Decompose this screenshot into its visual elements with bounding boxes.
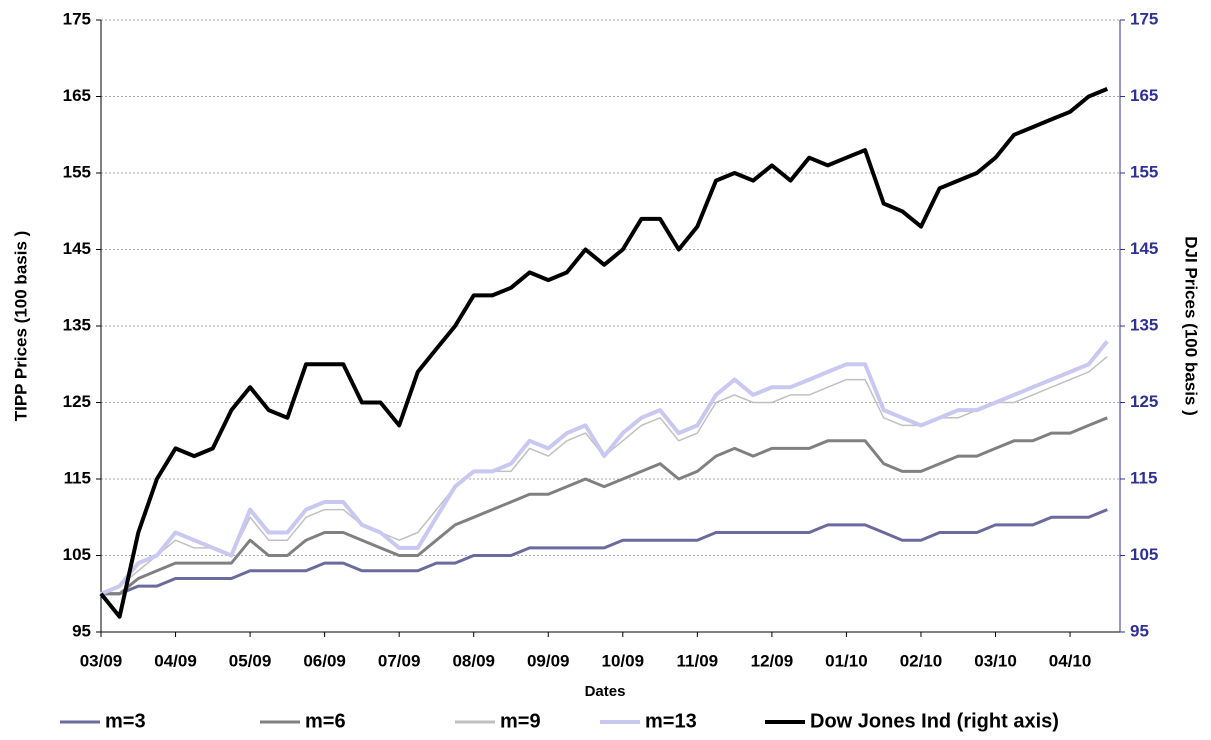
x-tick-label: 07/09 xyxy=(378,651,421,670)
legend-label: m=6 xyxy=(305,710,346,732)
y-tick-label: 105 xyxy=(63,545,91,564)
series-line xyxy=(100,340,1109,596)
x-tick-label: 12/09 xyxy=(751,651,794,670)
y2-tick-label: 105 xyxy=(1130,545,1158,564)
y-tick-label: 125 xyxy=(63,392,91,411)
y2-tick-label: 175 xyxy=(1130,9,1158,28)
legend-label: m=3 xyxy=(105,710,146,732)
y2-tick-label: 125 xyxy=(1130,392,1158,411)
series-line xyxy=(101,416,1108,596)
x-tick-label: 10/09 xyxy=(602,651,645,670)
x-tick-label: 03/10 xyxy=(974,651,1017,670)
x-tick-label: 02/10 xyxy=(900,651,943,670)
x-tick-label: 09/09 xyxy=(527,651,570,670)
y2-axis-title: DJI Prices (100 basis ) xyxy=(1182,236,1201,416)
legend-label: m=9 xyxy=(500,710,541,732)
y2-tick-label: 95 xyxy=(1130,621,1149,640)
y-axis-title: TIPP Prices (100 basis ) xyxy=(11,231,30,422)
y-tick-label: 175 xyxy=(63,9,91,28)
y-tick-label: 145 xyxy=(63,239,91,258)
y-tick-label: 135 xyxy=(63,315,91,334)
y-tick-label: 95 xyxy=(72,621,91,640)
x-tick-label: 06/09 xyxy=(303,651,346,670)
y2-tick-label: 165 xyxy=(1130,86,1158,105)
legend-label: Dow Jones Ind (right axis) xyxy=(810,710,1059,732)
x-tick-label: 11/09 xyxy=(677,651,719,670)
x-tick-label: 03/09 xyxy=(80,651,123,670)
x-tick-label: 05/09 xyxy=(229,651,272,670)
series-line xyxy=(101,508,1108,596)
series-line xyxy=(99,87,1109,619)
x-tick-label: 04/09 xyxy=(154,651,197,670)
y2-tick-label: 145 xyxy=(1130,239,1158,258)
y-tick-label: 155 xyxy=(63,162,91,181)
y-tick-label: 165 xyxy=(63,86,91,105)
y2-tick-label: 135 xyxy=(1130,315,1158,334)
x-tick-label: 08/09 xyxy=(452,651,495,670)
y2-tick-label: 115 xyxy=(1130,468,1157,487)
x-tick-label: 04/10 xyxy=(1049,651,1092,670)
y2-tick-label: 155 xyxy=(1130,162,1158,181)
y-tick-label: 115 xyxy=(64,468,91,487)
legend-label: m=13 xyxy=(645,710,697,732)
x-tick-label: 01/10 xyxy=(825,651,868,670)
x-axis-title: Dates xyxy=(585,683,626,700)
